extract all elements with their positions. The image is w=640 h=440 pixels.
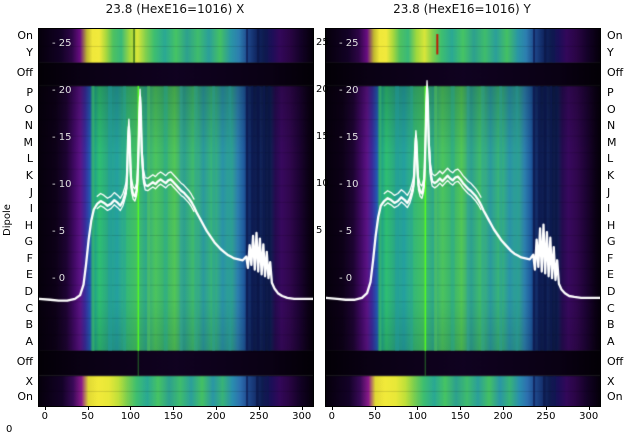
x-tick-label-50: 50 — [368, 411, 382, 422]
value-tick-0: - 0 — [52, 273, 66, 285]
row-label-left-on: On — [17, 29, 33, 43]
row-label-right-i: I — [607, 202, 611, 216]
gap-tick-10: 10 — [316, 178, 329, 190]
row-label-left-h: H — [24, 218, 33, 232]
row-label-left-j: J — [29, 185, 33, 199]
row-label-right-y: Y — [607, 46, 614, 60]
x-tickmark-300 — [588, 406, 590, 410]
row-label-left-l: L — [26, 152, 33, 166]
row-label-right-off: Off — [607, 355, 624, 369]
row-label-left-on: On — [17, 390, 33, 404]
row-label-left-a: A — [25, 334, 33, 348]
row-label-left-o: O — [24, 102, 33, 116]
x-tickmark-0 — [44, 406, 46, 410]
row-label-left-n: N — [24, 119, 33, 133]
x-tickmark-250 — [258, 406, 260, 410]
row-label-left-m: M — [23, 135, 34, 149]
x-tickmark-300 — [301, 406, 303, 410]
row-label-left-e: E — [26, 268, 33, 282]
value-tick-5: - 5 — [52, 226, 66, 238]
row-label-left-off: Off — [16, 66, 33, 80]
x-tick-label-0: 0 — [328, 411, 336, 422]
x-tick-label-200: 200 — [493, 411, 513, 422]
value-tick-10: - 10 — [339, 179, 359, 191]
heatmap-canvas-x — [39, 29, 313, 406]
value-tick-0: - 0 — [339, 273, 353, 285]
panel-x-title: 23.8 (HexE16=1016) X — [105, 2, 245, 16]
row-label-left-g: G — [24, 235, 33, 249]
x-tick-label-200: 200 — [206, 411, 226, 422]
row-label-left-f: F — [26, 251, 33, 265]
row-label-left-i: I — [29, 202, 33, 216]
x-tickmark-150 — [173, 406, 175, 410]
panel-y-title: 23.8 (HexE16=1016) Y — [393, 2, 531, 16]
x-tick-label-100: 100 — [120, 411, 141, 422]
row-label-right-g: G — [607, 235, 616, 249]
gap-tick-20: 20 — [316, 84, 329, 96]
row-label-left-y: Y — [26, 46, 33, 60]
heatmap-panel-y: - 25 - 20 - 15 - 10 - 5 - 0 — [325, 28, 601, 407]
heatmap-canvas-y — [326, 29, 600, 406]
value-tick-15: - 15 — [52, 132, 72, 144]
row-label-left-off: Off — [16, 355, 33, 369]
row-label-right-on: On — [607, 390, 623, 404]
row-label-right-p: P — [607, 86, 614, 100]
row-label-left-x: X — [25, 375, 33, 389]
heatmap-panel-x: - 25 - 20 - 15 - 10 - 5 - 0 — [38, 28, 314, 407]
x-tick-label-100: 100 — [407, 411, 428, 422]
row-label-right-b: B — [607, 318, 615, 332]
row-label-right-d: D — [607, 284, 616, 298]
value-tick-25: - 25 — [52, 38, 72, 50]
x-tick-label-50: 50 — [81, 411, 95, 422]
value-tick-20: - 20 — [339, 85, 359, 97]
x-tick-label-150: 150 — [450, 411, 470, 422]
row-label-right-n: N — [607, 119, 616, 133]
row-label-left-c: C — [25, 301, 33, 315]
gap-tick-25: 25 — [316, 37, 329, 49]
row-label-right-m: M — [607, 135, 617, 149]
value-tick-20: - 20 — [52, 85, 72, 97]
row-label-right-on: On — [607, 29, 623, 43]
row-label-right-a: A — [607, 334, 615, 348]
x-tickmark-250 — [545, 406, 547, 410]
corner-zero-label: 0 — [6, 424, 13, 435]
value-tick-15: - 15 — [339, 132, 359, 144]
x-tickmark-50 — [87, 406, 89, 410]
x-tick-label-150: 150 — [163, 411, 183, 422]
row-label-left-p: P — [26, 86, 33, 100]
row-label-left-k: K — [25, 169, 33, 183]
row-label-left-d: D — [24, 284, 33, 298]
x-tick-label-300: 300 — [292, 411, 312, 422]
x-tickmark-0 — [331, 406, 333, 410]
value-tick-10: - 10 — [52, 179, 72, 191]
gap-tick-5: 5 — [316, 225, 323, 237]
x-tickmark-200 — [503, 406, 505, 410]
value-tick-5: - 5 — [339, 226, 353, 238]
x-tick-label-0: 0 — [41, 411, 49, 422]
row-label-right-k: K — [607, 169, 615, 183]
value-tick-25: - 25 — [339, 38, 359, 50]
row-label-left-b: B — [25, 318, 33, 332]
row-label-right-o: O — [607, 102, 616, 116]
x-tick-label-250: 250 — [249, 411, 269, 422]
x-tickmark-150 — [460, 406, 462, 410]
x-tick-label-300: 300 — [579, 411, 599, 422]
row-label-right-l: L — [607, 152, 614, 166]
x-tickmark-100 — [130, 406, 132, 410]
row-label-right-j: J — [607, 185, 611, 199]
x-tick-label-250: 250 — [536, 411, 556, 422]
row-label-right-f: F — [607, 251, 614, 265]
row-label-right-off: Off — [607, 66, 624, 80]
gap-tick-15: 15 — [316, 131, 329, 143]
row-label-right-e: E — [607, 268, 614, 282]
row-label-right-c: C — [607, 301, 615, 315]
x-tickmark-200 — [216, 406, 218, 410]
x-tickmark-100 — [417, 406, 419, 410]
row-label-right-h: H — [607, 218, 616, 232]
row-label-right-x: X — [607, 375, 615, 389]
x-tickmark-50 — [374, 406, 376, 410]
